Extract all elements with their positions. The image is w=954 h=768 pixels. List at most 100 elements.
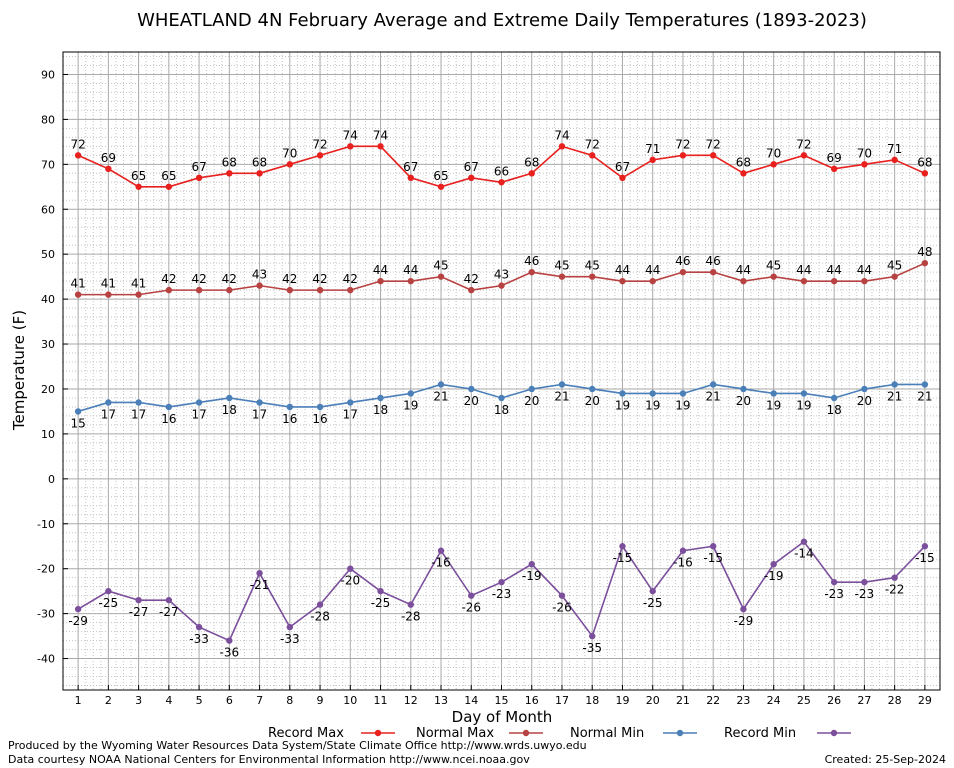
data-label: -26 [552,601,572,615]
data-point [528,268,535,276]
data-label: 19 [403,398,418,412]
data-point [921,170,929,177]
data-point [286,161,294,168]
data-label: -16 [673,556,693,570]
data-label: 72 [585,137,600,151]
data-point [619,174,626,182]
data-label: 72 [675,137,690,151]
data-point [830,165,838,173]
data-point [407,277,414,285]
y-tick-label: 50 [41,248,55,261]
data-label: 16 [312,412,327,426]
data-point [679,268,687,276]
data-point [589,385,596,393]
data-point [770,390,777,397]
data-label: 45 [433,259,448,273]
data-label: 70 [857,146,872,160]
data-point [468,286,475,294]
data-point [528,170,535,177]
data-point [105,291,112,298]
data-point [498,394,505,402]
data-label: 67 [403,160,418,174]
data-label: 42 [222,272,237,286]
footer-data-courtesy: Data courtesy NOAA National Centers for … [8,753,530,766]
data-label: 17 [191,407,206,421]
data-label: -27 [159,605,179,619]
plot-border [62,51,941,691]
data-point [498,282,505,289]
data-point [316,601,324,608]
data-label: 71 [645,142,660,156]
data-label: 20 [857,394,872,408]
data-point [195,286,203,294]
data-label: 65 [131,169,146,183]
x-tick-label: 26 [827,694,841,707]
data-point [407,174,414,182]
data-point [195,174,203,182]
y-axis-label: Temperature (F) [10,310,28,431]
data-point [377,587,384,595]
data-label: -22 [885,583,905,597]
data-label: -21 [250,578,270,592]
legend-label: Record Min [724,726,796,741]
data-label: 17 [343,407,358,421]
data-point [286,623,294,631]
data-point [558,592,566,599]
data-label: 72 [70,137,85,151]
data-point [740,170,747,177]
data-label: -15 [703,551,723,565]
data-label: -19 [522,569,542,583]
x-tick-label: 3 [135,694,142,707]
data-label: 41 [70,277,85,291]
data-point [589,632,596,640]
data-point [226,286,233,294]
data-label: 16 [282,412,297,426]
data-label: 45 [887,259,902,273]
data-point [558,273,566,280]
data-point [74,152,82,159]
data-point [558,143,566,150]
data-label: -23 [492,587,512,601]
data-point [679,152,687,159]
x-tick-label: 17 [555,694,569,707]
y-tick-label: -40 [37,653,55,666]
data-label: 72 [312,137,327,151]
y-tick-label: -30 [37,608,55,621]
data-label: 44 [403,263,418,277]
data-label: 21 [433,389,448,403]
data-point [558,381,566,388]
data-point [316,403,324,411]
data-point [891,156,898,164]
data-point [921,259,929,267]
y-tick-label: 20 [41,383,55,396]
chart-title: WHEATLAND 4N February Average and Extrem… [137,10,867,31]
data-point [468,592,475,599]
data-label: 65 [161,169,176,183]
data-label: 42 [282,272,297,286]
data-point [195,399,203,406]
x-tick-label: 12 [404,694,418,707]
data-point [286,286,294,294]
data-label: -23 [855,587,875,601]
footer-created-date: Created: 25-Sep-2024 [825,753,946,766]
x-tick-label: 4 [165,694,172,707]
data-point [800,390,808,397]
y-tick-label: 90 [41,68,55,81]
data-point [347,286,354,294]
x-tick-label: 7 [256,694,263,707]
data-point [770,161,777,168]
x-tick-label: 19 [615,694,629,707]
data-label: 19 [766,398,781,412]
data-point [347,143,354,150]
data-label: 42 [312,272,327,286]
data-point [498,179,505,186]
data-label: 45 [554,259,569,273]
data-label: 21 [554,389,569,403]
data-point [316,152,324,159]
data-point [830,578,838,586]
data-label: -33 [280,632,300,646]
data-label: 74 [343,128,358,142]
x-tick-label: 13 [434,694,448,707]
data-point [165,286,173,294]
